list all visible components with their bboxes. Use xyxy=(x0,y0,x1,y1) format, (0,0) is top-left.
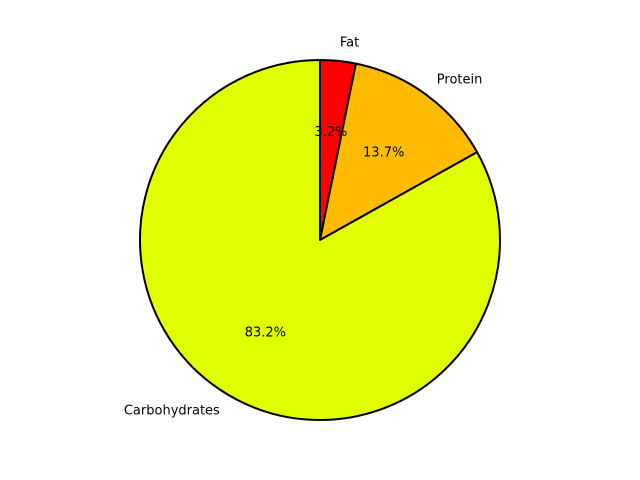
pie-pct-label-fat: 3.2% xyxy=(314,125,347,140)
pie-labels: Fat 3.2% Protein 13.7% Carbohydrates 83.2% xyxy=(124,35,482,418)
pie-slices xyxy=(139,59,501,421)
pie-slice-carbohydrates xyxy=(139,59,501,421)
pie-label-carbohydrates: Carbohydrates xyxy=(124,403,220,418)
pie-label-protein: Protein xyxy=(437,73,483,88)
pie-pct-label-protein: 13.7% xyxy=(363,145,404,160)
pie-label-fat: Fat xyxy=(340,35,359,50)
pie-pct-label-carbohydrates: 83.2% xyxy=(245,326,286,341)
pie-slice-protein xyxy=(319,62,479,241)
